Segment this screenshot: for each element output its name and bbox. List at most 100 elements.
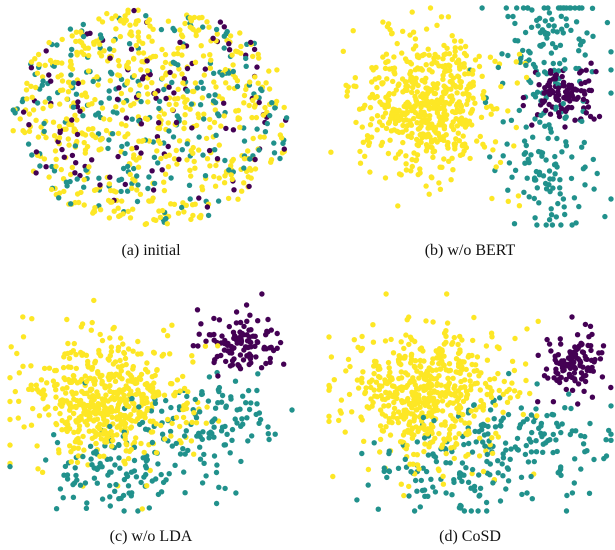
scatter-point — [107, 388, 113, 394]
scatter-point — [544, 35, 550, 41]
scatter-point — [522, 160, 528, 166]
scatter-point — [179, 71, 185, 77]
scatter-point — [252, 166, 259, 172]
scatter-point — [463, 453, 469, 459]
scatter-point — [572, 5, 578, 11]
scatter-point — [267, 359, 273, 365]
scatter-point — [211, 424, 217, 430]
scatter-point — [523, 124, 529, 130]
scatter-point — [565, 355, 572, 361]
scatter-point — [206, 147, 213, 154]
scatter-point — [247, 156, 253, 162]
scatter-point — [351, 337, 357, 343]
scatter-point — [39, 82, 45, 88]
scatter-point — [70, 391, 76, 397]
scatter-point — [394, 114, 400, 121]
scatter-point — [116, 372, 123, 378]
scatter-point — [181, 469, 187, 475]
scatter-point — [256, 410, 263, 416]
scatter-point — [504, 399, 511, 405]
scatter-point — [88, 327, 95, 333]
scatter-point — [450, 167, 456, 173]
scatter-point — [133, 435, 139, 441]
scatter-point — [430, 356, 436, 362]
scatter-point — [433, 458, 440, 465]
scatter-point — [66, 355, 73, 362]
scatter-point — [156, 105, 162, 112]
scatter-point — [420, 133, 426, 139]
scatter-point — [509, 380, 515, 386]
scatter-point — [382, 175, 389, 181]
scatter-point — [452, 146, 458, 152]
scatter-point — [389, 419, 395, 426]
scatter-point — [547, 126, 554, 132]
scatter-point — [10, 128, 16, 134]
scatter-point — [411, 150, 417, 156]
scatter-point — [154, 134, 161, 140]
scatter-point — [241, 92, 248, 99]
scatter-point — [434, 22, 440, 28]
scatter-point — [492, 424, 499, 430]
scatter-point — [588, 347, 594, 354]
scatter-point — [422, 112, 428, 118]
scatter-point — [75, 80, 82, 87]
scatter-point — [56, 123, 63, 130]
scatter-point — [163, 153, 169, 160]
scatter-point — [604, 19, 611, 26]
scatter-point — [136, 92, 142, 99]
scatter-point — [267, 355, 273, 362]
scatter-point — [252, 156, 258, 163]
scatter-point — [221, 100, 227, 106]
scatter-point — [81, 404, 87, 410]
scatter-point — [535, 318, 541, 324]
scatter-point — [205, 212, 212, 219]
scatter-point — [99, 105, 106, 111]
scatter-point — [243, 86, 249, 93]
scatter-point — [161, 187, 168, 194]
scatter-point — [192, 165, 198, 171]
scatter-point — [211, 173, 217, 180]
scatter-point — [250, 53, 256, 60]
scatter-point — [226, 85, 232, 91]
scatter-point — [53, 163, 59, 170]
scatter-point — [101, 116, 107, 122]
scatter-point — [606, 427, 612, 434]
scatter-point — [138, 67, 144, 73]
scatter-point — [568, 82, 575, 89]
scatter-point — [64, 385, 70, 391]
scatter-point — [342, 429, 348, 435]
scatter-point — [570, 362, 576, 368]
scatter-point — [387, 137, 393, 143]
scatter-point — [84, 143, 91, 150]
scatter-point — [240, 393, 246, 399]
scatter-point — [569, 222, 575, 228]
scatter-point — [181, 209, 187, 215]
scatter-point — [520, 411, 526, 418]
scatter-point — [115, 205, 121, 211]
scatter-point — [584, 30, 590, 36]
scatter-point — [580, 166, 587, 172]
scatter-point — [56, 135, 63, 141]
scatter-point — [386, 97, 392, 104]
scatter-point — [463, 465, 469, 471]
scatter-point — [438, 382, 444, 388]
scatter-point — [113, 481, 119, 488]
scatter-point — [175, 45, 181, 51]
scatter-point — [63, 116, 70, 122]
scatter-point — [233, 309, 240, 315]
scatter-point — [583, 67, 589, 73]
scatter-point — [179, 204, 185, 211]
scatter-point — [559, 149, 565, 155]
scatter-point — [207, 163, 213, 169]
scatter-point — [119, 143, 125, 150]
scatter-point — [409, 107, 415, 114]
scatter-point — [203, 473, 209, 479]
scatter-point — [547, 77, 553, 84]
scatter-point — [28, 422, 35, 428]
scatter-point — [199, 391, 205, 397]
scatter-point — [35, 51, 42, 58]
scatter-point — [234, 340, 240, 346]
scatter-point — [201, 116, 207, 122]
scatter-point — [15, 415, 21, 421]
scatter-point — [57, 410, 63, 417]
